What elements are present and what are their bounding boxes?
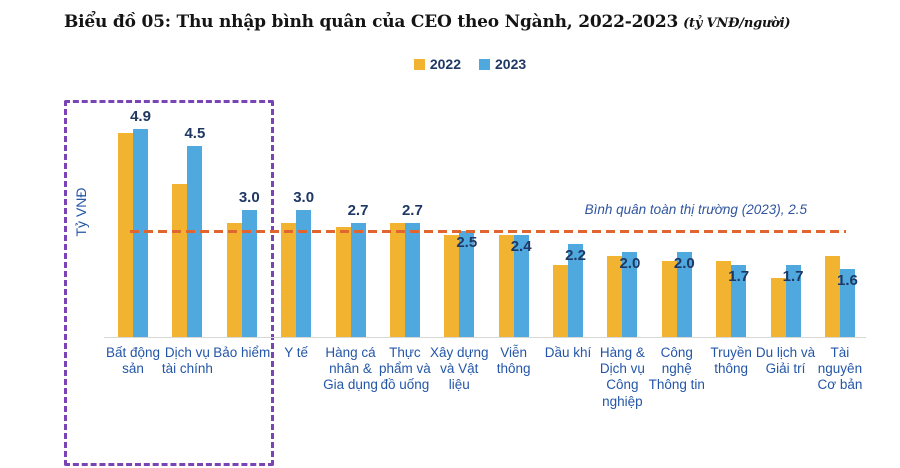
bar-2022-4 [335,226,351,337]
x-tick-label-13: Tài nguyên Cơ bản [817,345,863,393]
x-tick-label-12: Du lịch và Giải trí [755,345,816,377]
x-tick-label-2: Bảo hiểm [213,345,271,360]
bar-2022-8 [553,264,569,337]
x-tick-label-0: Bất động sản [105,345,161,377]
legend-swatch-2022 [413,58,425,70]
chart-title: Biểu đồ 05: Thu nhập bình quân của CEO t… [64,12,864,32]
x-tick-label-7: Viễn thông [496,345,531,377]
bar-2022-9 [607,256,623,337]
chart-title-text: Biểu đồ 05: Thu nhập bình quân của CEO t… [64,12,679,32]
highlight-dashed-box [64,100,274,466]
bar-2023-6 [459,231,475,337]
bar-2023-7 [513,235,529,337]
x-tick-label-11: Truyền thông [710,345,752,377]
bar-2022-0 [118,133,133,337]
legend-label-2022: 2022 [429,56,461,72]
market-average-reference-line [130,230,846,233]
data-label-2023-10: 2.0 [673,255,695,273]
bar-2022-7 [498,235,514,337]
bar-2023-0 [133,129,148,337]
bar-2023-12 [785,264,801,337]
bar-2022-10 [661,260,677,337]
data-label-2023-11: 1.7 [728,267,750,285]
data-label-2023-1: 4.5 [184,125,206,143]
data-label-2023-9: 2.0 [619,255,641,273]
data-label-2023-7: 2.4 [510,238,532,256]
x-axis-line [104,337,866,338]
data-label-2023-5: 2.7 [401,201,423,219]
bar-2022-11 [716,260,732,337]
bar-2022-13 [824,256,840,337]
bar-2022-1 [172,184,188,337]
chart-unit-note: (tỷ VNĐ/người) [683,16,791,31]
bar-2022-6 [444,235,460,337]
bar-2023-2 [241,209,257,337]
x-tick-label-10: Công nghệ Thông tin [648,345,705,393]
data-label-2023-2: 3.0 [238,188,260,206]
bar-2023-3 [296,209,312,337]
bar-2023-10 [676,252,692,337]
x-tick-label-4: Hàng cá nhân & Gia dụng [323,345,378,393]
x-tick-label-1: Dịch vụ tài chính [161,345,213,377]
x-tick-label-8: Dầu khí [544,345,592,360]
data-label-2023-8: 2.2 [565,246,586,264]
data-label-2023-3: 3.0 [293,188,315,206]
data-label-2023-4: 2.7 [347,201,369,219]
legend-item-2023: 2023 [479,56,526,72]
bar-2022-5 [389,222,405,337]
bar-2022-3 [281,222,297,337]
chart-legend: 2022 2023 [0,56,900,72]
bar-2022-12 [770,277,786,337]
bar-2022-2 [226,222,242,337]
data-label-2023-13: 1.6 [837,272,858,290]
x-tick-label-5: Thực phẩm và đồ uống [379,345,431,393]
x-tick-label-3: Y tế [284,345,309,360]
x-tick-label-6: Xây dựng và Vật liệu [429,345,489,393]
bar-2023-9 [622,252,638,337]
data-label-2023-12: 1.7 [782,267,804,285]
legend-label-2023: 2023 [495,56,527,72]
data-label-2023-0: 4.9 [130,108,151,126]
legend-item-2022: 2022 [413,56,461,72]
legend-swatch-2023 [479,58,490,70]
x-tick-label-9: Hàng & Dịch vụ Công nghiệp [599,345,645,409]
bar-2023-5 [404,222,420,337]
data-label-2023-6: 2.5 [456,234,478,251]
bar-2023-13 [839,269,855,337]
market-average-annotation: Bình quân toàn thị trường (2023), 2.5 [584,202,807,217]
bar-2023-4 [350,222,366,337]
bar-2023-1 [187,146,203,337]
bar-2023-11 [731,264,747,337]
bar-2023-8 [568,243,584,337]
